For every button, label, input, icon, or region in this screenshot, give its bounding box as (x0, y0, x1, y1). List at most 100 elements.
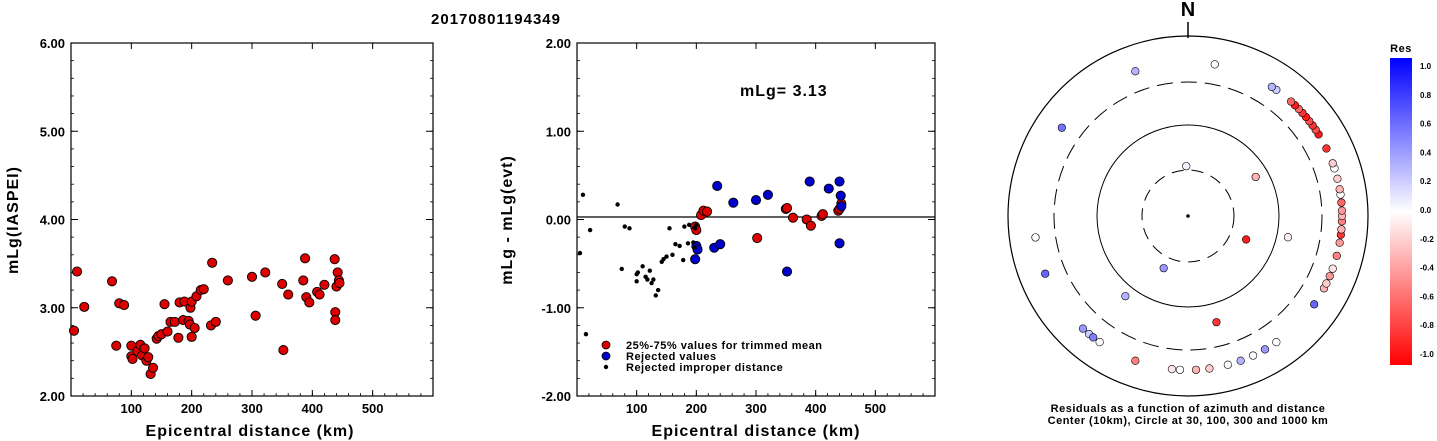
x-axis-label: Epicentral distance (km) (146, 423, 355, 440)
data-point (319, 279, 330, 290)
legend-marker-rejected (601, 351, 611, 361)
x-tick-label: 400 (301, 401, 323, 416)
x-tick-label: 200 (685, 401, 707, 416)
data-point (222, 275, 233, 286)
station-marker (1322, 279, 1331, 288)
data-point (260, 267, 271, 278)
station-marker (1322, 144, 1331, 153)
colorbar-tick-label: 0.8 (1420, 91, 1432, 100)
data-point (127, 353, 138, 364)
data-point-improper (677, 243, 682, 249)
station-marker (1242, 235, 1251, 244)
data-point-rejected (834, 238, 845, 249)
data-point-rejected (750, 195, 762, 206)
station-marker (1031, 233, 1040, 242)
y-tick-label: -1.00 (541, 301, 571, 316)
station-marker (1212, 318, 1221, 327)
residual-colorbar: Res 1.0 0.8 0.6 0.4 0.2 0.0 -0.2 -0.4 -0.6 -0.8 -1… (1390, 43, 1434, 365)
data-point (189, 322, 200, 334)
data-point (329, 254, 340, 265)
data-point (314, 289, 325, 300)
colorbar-title: Res (1390, 43, 1412, 55)
station-marker (1335, 185, 1344, 194)
y-tick-label: 5.00 (40, 124, 65, 139)
data-point-improper (587, 227, 593, 233)
data-point (106, 276, 118, 287)
station-marker (1310, 300, 1319, 309)
residual-vs-distance-panel: 100 200 300 400 500 -2.00 -1.00 0.00 1.00 2.00 mL… (499, 36, 936, 440)
station-marker (1175, 365, 1185, 374)
station-marker (1121, 292, 1130, 301)
data-point-improper (615, 202, 620, 207)
data-point (119, 300, 130, 311)
colorbar-tick-label: 0.4 (1420, 148, 1432, 157)
x-axis-label: Epicentral distance (km) (652, 423, 861, 440)
epicenter-marker (1186, 214, 1190, 218)
data-point-rejected (781, 266, 793, 277)
data-point (278, 345, 289, 356)
colorbar-tick-label: -0.2 (1420, 235, 1434, 244)
azimuth-residual-panel: N Residuals as a function of azimuth and… (1007, 0, 1369, 427)
data-point-trimmed (702, 206, 713, 217)
data-point-rejected (823, 183, 834, 194)
colorbar-tick-label: 0.0 (1420, 206, 1432, 215)
station-marker (1210, 60, 1219, 69)
station-marker (1267, 82, 1276, 91)
data-point-improper (653, 293, 658, 298)
data-point-improper (664, 254, 669, 259)
data-point-improper (661, 257, 666, 262)
data-point-rejected (715, 239, 726, 250)
x-tick-label: 300 (241, 401, 263, 416)
colorbar-tick-label: -0.4 (1420, 264, 1434, 273)
y-tick-label: 1.00 (546, 124, 571, 139)
data-point (162, 326, 173, 337)
data-point-rejected (712, 180, 723, 192)
data-point (173, 332, 184, 343)
data-point (143, 352, 154, 363)
data-point-improper (673, 242, 678, 247)
legend-label-trimmed: 25%-75% values for trimmed mean (626, 340, 822, 352)
legend-marker-trimmed (601, 340, 611, 350)
mlg-annotation: mLg= 3.13 (740, 83, 828, 100)
data-point-improper (640, 264, 645, 269)
station-marker (1328, 159, 1337, 168)
data-point (210, 316, 221, 327)
station-marker (1333, 174, 1342, 183)
station-marker (1328, 264, 1337, 273)
north-label: N (1181, 0, 1195, 21)
data-point (334, 277, 345, 289)
x-tick-label: 400 (805, 401, 827, 416)
data-point (186, 331, 197, 342)
data-point-improper (655, 287, 661, 293)
data-point (300, 253, 311, 264)
legend-label-rejected: Rejected values (626, 351, 717, 363)
colorbar-tick-label: 0.2 (1420, 177, 1432, 186)
data-point (250, 310, 261, 321)
data-point-rejected (690, 254, 701, 265)
ring-300km (1053, 81, 1323, 351)
station-marker (1131, 356, 1140, 365)
data-point-trimmed (817, 209, 828, 220)
station-marker (1248, 351, 1258, 360)
data-point-improper (692, 226, 698, 231)
y-tick-label: 4.00 (40, 213, 65, 228)
data-point-improper (647, 268, 652, 273)
data-point-improper (670, 252, 675, 257)
data-point-improper (649, 280, 654, 286)
data-point-improper (681, 257, 686, 263)
station-marker (1095, 338, 1104, 347)
station-marker (1089, 333, 1098, 342)
data-point (277, 278, 288, 289)
station-marker (1337, 198, 1346, 207)
data-point-improper (583, 332, 589, 337)
colorbar-gradient (1390, 58, 1412, 365)
data-point-trimmed (781, 202, 793, 214)
ring-outer (1007, 35, 1369, 397)
caption-line-2: Center (10km), Circle at 30, 100, 300 an… (1048, 415, 1329, 427)
data-point-improper (692, 245, 697, 250)
data-point-improper (622, 224, 627, 229)
colorbar-tick-label: 0.6 (1420, 120, 1432, 129)
ring-100km (1096, 124, 1280, 308)
station-marker (1041, 269, 1050, 278)
